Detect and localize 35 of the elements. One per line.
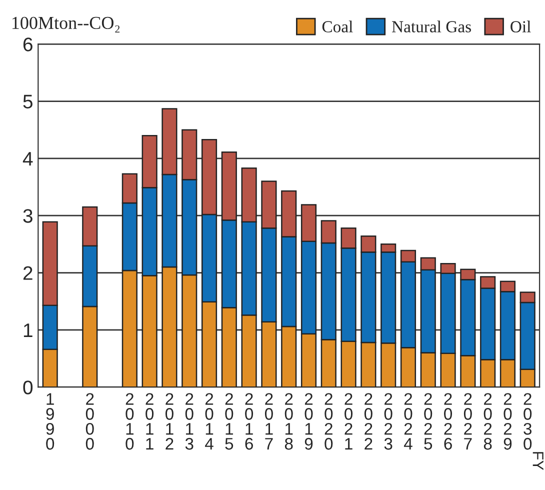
y-axis-title: 100Mton--CO₂ [12, 16, 120, 33]
x-tick-label: 2024 [404, 393, 412, 450]
x-tick-label: 2010 [126, 393, 134, 450]
y-tick-label: 0 [23, 380, 33, 394]
x-tick-label: 2021 [344, 393, 353, 450]
x-tick-label: 2012 [165, 393, 174, 450]
x-tick-label: 2015 [225, 393, 234, 450]
y-tick-label: 2 [23, 266, 32, 280]
x-tick-label: 2000 [86, 393, 94, 450]
legend-label: Coal [322, 20, 353, 32]
x-tick-label: 2029 [504, 393, 512, 450]
x-tick-label: 2020 [324, 393, 333, 450]
x-tick-label: 2017 [264, 393, 273, 450]
x-tick-label: 2019 [304, 393, 313, 450]
x-tick-label: 2025 [424, 393, 432, 450]
y-tick-label: 3 [23, 209, 32, 223]
y-tick-label: 4 [22, 152, 33, 166]
x-tick-label: 2022 [364, 393, 372, 450]
x-tick-label: 2011 [146, 393, 154, 450]
x-tick-label: 2030 [524, 393, 532, 450]
x-tick-label: 2016 [245, 393, 254, 450]
legend-label: Natural Gas [392, 20, 471, 32]
y-tick-label: 1 [24, 324, 32, 337]
y-tick-label: 6 [23, 38, 32, 52]
x-tick-label: 2023 [384, 393, 392, 450]
x-tick-label: 2026 [444, 393, 452, 450]
text: FY [532, 452, 544, 470]
x-tick-label: 1990 [46, 393, 54, 450]
legend-label: Oil [510, 20, 531, 32]
x-tick-label: 2013 [185, 393, 194, 450]
x-tick-label: 2027 [464, 393, 472, 450]
y-tick-label: 5 [23, 94, 32, 109]
x-tick-label: 2018 [284, 393, 293, 450]
x-tick-label: 2014 [205, 393, 214, 450]
x-tick-label: 2028 [484, 393, 492, 450]
